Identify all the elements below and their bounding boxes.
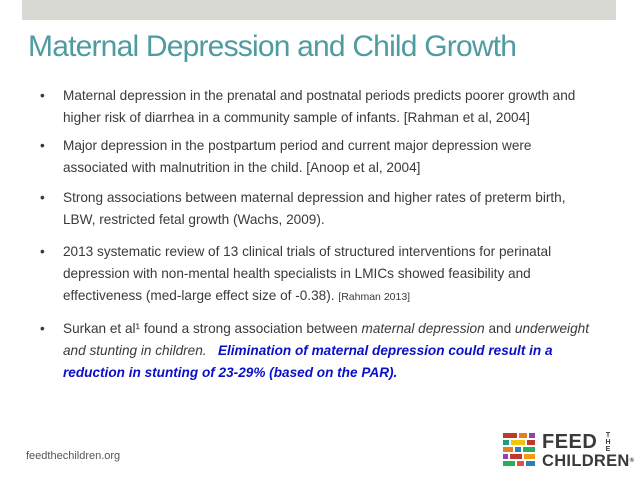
bullet-text: and — [484, 321, 515, 336]
italic-phrase: underweight and stunting in children. — [63, 321, 589, 358]
bullet-text: 2013 systematic review of 13 clinical tr… — [63, 244, 552, 303]
bullet-item: • Strong associations between maternal d… — [40, 187, 600, 231]
registered-mark: ® — [629, 458, 635, 464]
emphasis-text: Elimination of maternal depression could… — [63, 343, 553, 380]
logo-mark-icon — [503, 433, 535, 466]
bullet-citation: [Rahman 2013] — [338, 291, 411, 303]
slide-title: Maternal Depression and Child Growth — [28, 30, 517, 63]
bullet-icon: • — [40, 138, 45, 153]
bullet-text: Strong associations between maternal dep… — [63, 190, 566, 227]
bullet-list: • Maternal depression in the prenatal an… — [40, 85, 600, 384]
bullet-text: Major depression in the postpartum perio… — [63, 138, 532, 175]
bullet-icon: • — [40, 321, 45, 336]
bullet-item: • 2013 systematic review of 13 clinical … — [40, 241, 600, 308]
bullet-item: • Surkan et al¹ found a strong associati… — [40, 318, 600, 384]
logo-text-feed: FEED — [542, 431, 598, 453]
bullet-item: • Major depression in the postpartum per… — [40, 135, 600, 179]
footer-url: feedthechildren.org — [26, 450, 121, 462]
bullet-text: Maternal depression in the prenatal and … — [63, 88, 576, 125]
bullet-icon: • — [40, 244, 45, 259]
bullet-text: Surkan et al¹ found a strong association… — [63, 321, 362, 336]
logo-text-children: CHILDREN® — [542, 452, 634, 470]
bullet-item: • Maternal depression in the prenatal an… — [40, 85, 600, 129]
bullet-icon: • — [40, 88, 45, 103]
bullet-icon: • — [40, 190, 45, 205]
italic-phrase: maternal depression — [361, 321, 485, 336]
logo-text-children-word: CHILDREN — [542, 452, 630, 470]
top-bar — [22, 0, 616, 20]
